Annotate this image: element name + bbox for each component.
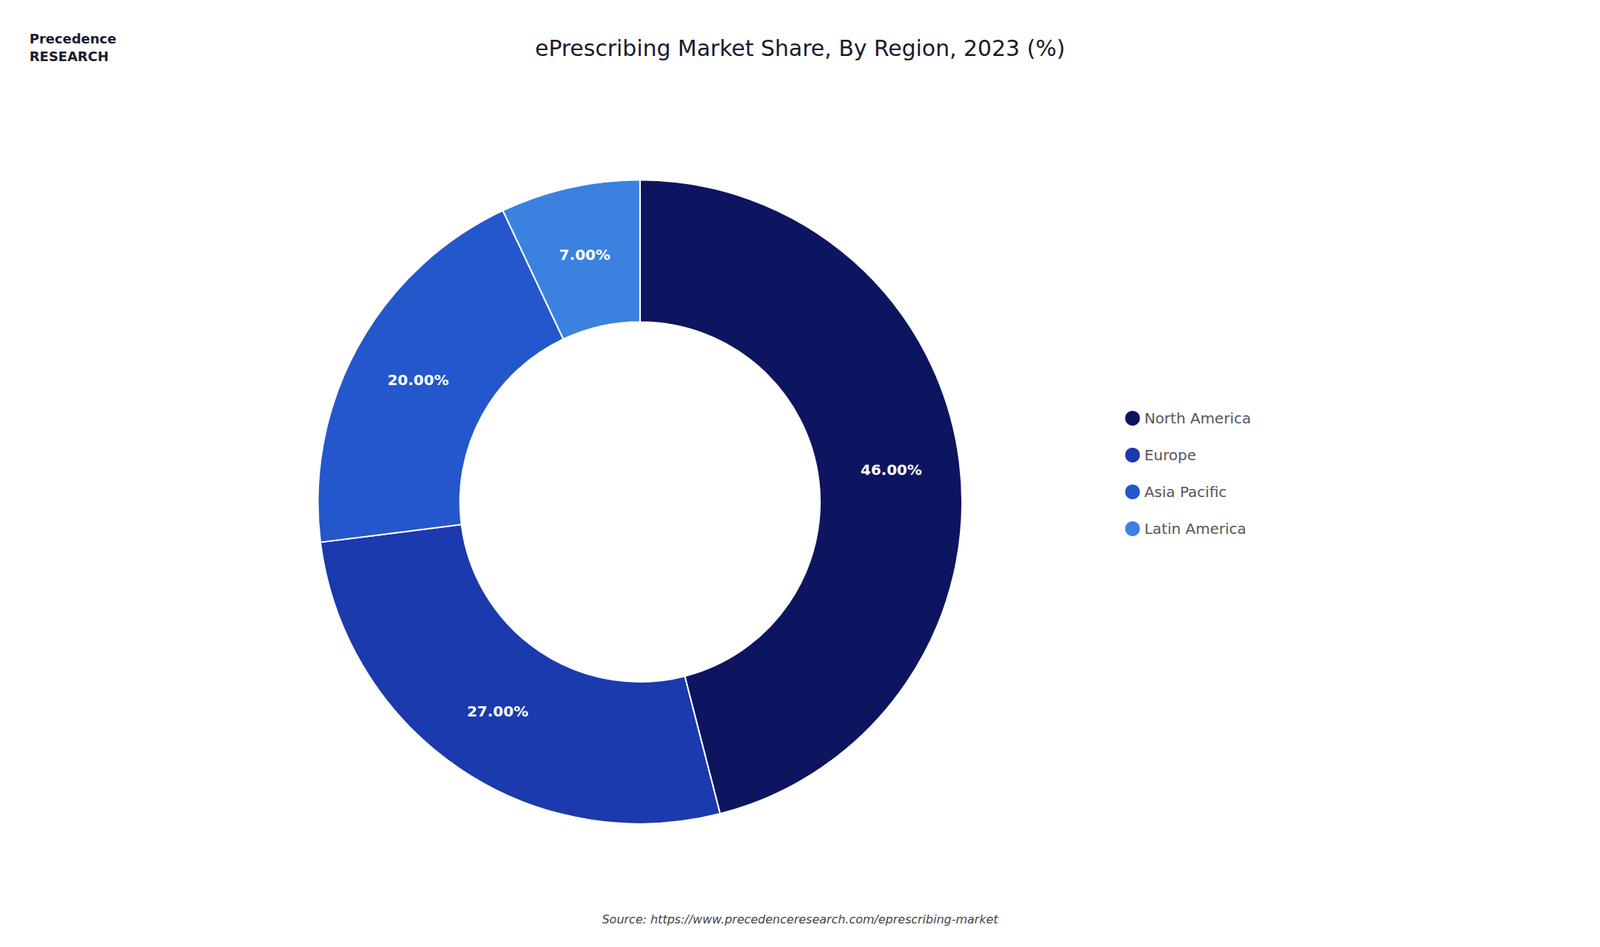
svg-text:7.00%: 7.00% <box>559 246 610 264</box>
svg-text:ePrescribing Market Share, By: ePrescribing Market Share, By Region, 20… <box>534 35 1066 62</box>
svg-text:46.00%: 46.00% <box>860 461 922 479</box>
svg-text:20.00%: 20.00% <box>387 371 449 389</box>
svg-text:Europe: Europe <box>1144 446 1196 465</box>
svg-text:Source: https://www.precedence: Source: https://www.precedenceresearch.c… <box>601 912 999 927</box>
svg-text:Asia Pacific: Asia Pacific <box>1144 483 1227 501</box>
svg-text:27.00%: 27.00% <box>467 702 529 721</box>
svg-text:North America: North America <box>1144 409 1251 428</box>
svg-text:Latin America: Latin America <box>1144 520 1246 538</box>
svg-text:RESEARCH: RESEARCH <box>29 48 109 65</box>
svg-text:Precedence: Precedence <box>29 30 117 47</box>
